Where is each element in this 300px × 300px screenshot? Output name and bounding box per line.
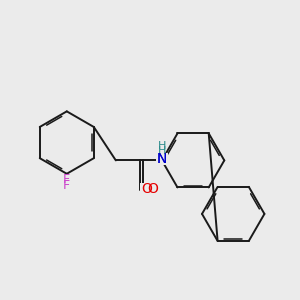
- Text: H: H: [158, 141, 166, 151]
- Text: N: N: [157, 152, 167, 166]
- Text: O: O: [147, 182, 158, 196]
- Bar: [61, 175, 72, 184]
- Text: F: F: [63, 179, 70, 192]
- Text: N: N: [157, 152, 167, 166]
- Text: O: O: [142, 182, 152, 196]
- Text: F: F: [63, 172, 70, 186]
- Bar: [156, 153, 168, 165]
- Bar: [140, 183, 154, 195]
- Text: H: H: [158, 146, 166, 156]
